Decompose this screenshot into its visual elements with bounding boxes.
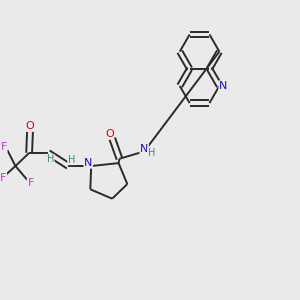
Text: F: F — [1, 142, 7, 152]
Text: O: O — [25, 122, 34, 131]
Text: F: F — [27, 178, 34, 188]
Text: N: N — [140, 144, 148, 154]
Text: H: H — [68, 154, 75, 165]
Text: O: O — [105, 129, 114, 139]
Text: H: H — [148, 148, 155, 158]
Text: N: N — [84, 158, 92, 168]
Text: F: F — [0, 173, 6, 183]
Text: N: N — [219, 81, 227, 91]
Text: H: H — [47, 154, 54, 164]
